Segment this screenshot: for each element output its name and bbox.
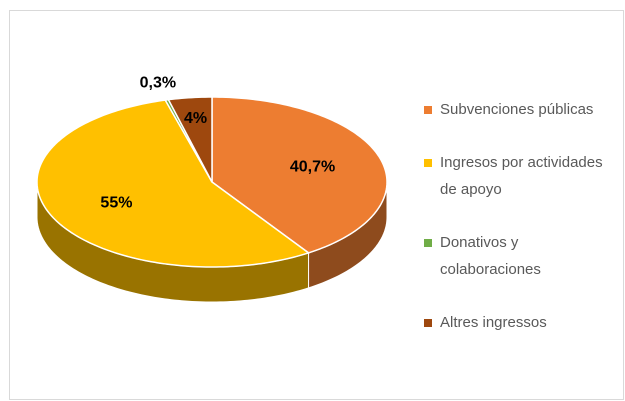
legend-label: Altres ingressos xyxy=(440,314,547,331)
legend-item: Altres ingressos xyxy=(424,309,614,336)
legend-label: Ingresos por actividades de apoyo xyxy=(440,154,603,198)
legend-item: Subvenciones públicas xyxy=(424,96,614,123)
legend-swatch xyxy=(424,106,432,114)
slice xyxy=(36,99,311,268)
data-label: 4% xyxy=(184,110,207,127)
data-label: 0,3% xyxy=(140,75,176,92)
legend-label: Subvenciones públicas xyxy=(440,101,594,118)
legend-swatch xyxy=(424,239,432,247)
legend-swatch xyxy=(424,159,432,167)
slice xyxy=(167,96,213,183)
data-label: 55% xyxy=(100,194,132,211)
legend-item: Ingresos por actividades de apoyo xyxy=(424,149,614,203)
chart-border xyxy=(9,10,624,400)
legend: Subvenciones públicas Ingresos por activi… xyxy=(424,96,614,362)
data-label: 40,7% xyxy=(290,159,335,176)
legend-label: Donativos y colaboraciones xyxy=(440,234,541,278)
legend-item: Donativos y colaboraciones xyxy=(424,229,614,283)
legend-swatch xyxy=(424,319,432,327)
